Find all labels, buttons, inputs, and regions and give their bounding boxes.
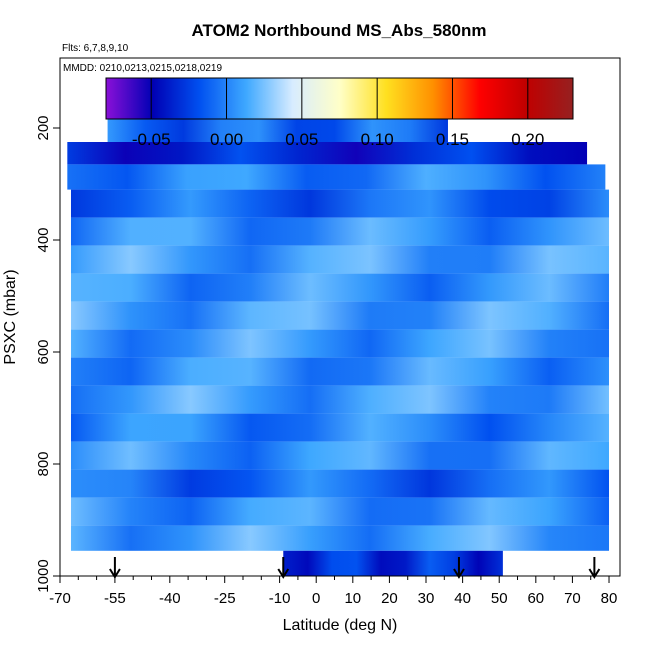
chart-title: ATOM2 Northbound MS_Abs_580nm — [191, 21, 486, 40]
y-tick-label: 800 — [35, 451, 52, 476]
y-tick-label: 400 — [35, 227, 52, 252]
x-tick-label: 50 — [491, 590, 508, 607]
heatmap-row — [67, 142, 588, 165]
y-tick-label: 600 — [35, 339, 52, 364]
plot-frame — [59, 57, 621, 577]
heatmap-row — [70, 525, 610, 551]
colorbar-tick-label: 0.10 — [361, 130, 394, 149]
colorbar-gradient — [105, 77, 574, 120]
latitude-arrow — [109, 557, 121, 579]
latitude-arrow — [453, 557, 465, 579]
x-tick-label: -25 — [214, 590, 236, 607]
latitude-arrow — [588, 557, 601, 579]
x-tick-label: 20 — [381, 590, 398, 607]
heatmap-row — [70, 189, 610, 218]
x-tick-label: 10 — [344, 590, 361, 607]
latitude-markers — [109, 557, 601, 579]
y-axis: 200 400 600 800 1000 — [35, 115, 60, 593]
x-tick-label: -10 — [269, 590, 291, 607]
x-tick-label: 80 — [601, 590, 618, 607]
dates-note: MMDD: 0210,0213,0215,0218,0219 — [63, 63, 222, 74]
heatmap-row — [67, 164, 606, 190]
colorbar-tick-label: -0.05 — [132, 130, 171, 149]
x-tick-label: 30 — [418, 590, 435, 607]
x-tick-label: 0 — [312, 590, 320, 607]
x-axis: -70 -55 -40 -25 -10 0 10 20 30 40 50 60 70 80 — [49, 576, 617, 607]
heatmap-row — [283, 550, 503, 576]
heatmap-row — [70, 273, 610, 302]
colorbar-tick-label: 0.15 — [436, 130, 469, 149]
x-tick-label: -70 — [49, 590, 71, 607]
heatmap-row — [70, 329, 610, 358]
flights-note: Flts: 6,7,8,9,10 — [62, 43, 129, 54]
heatmap-row — [70, 413, 610, 442]
y-axis-label: PSXC (mbar) — [2, 269, 19, 364]
heatmap-row — [70, 385, 610, 414]
heatmap-row — [70, 441, 610, 470]
x-tick-label: 60 — [527, 590, 544, 607]
plot-area — [67, 111, 610, 576]
x-tick-label: 70 — [564, 590, 581, 607]
heatmap-row — [70, 497, 610, 526]
x-tick-label: 40 — [454, 590, 471, 607]
heatmap-row — [70, 245, 610, 274]
y-tick-label: 200 — [35, 115, 52, 140]
colorbar-tick-label: 0.05 — [285, 130, 318, 149]
latitude-arrow — [277, 557, 290, 579]
colorbar: -0.05 0.00 0.05 0.10 0.15 0.20 — [105, 77, 574, 149]
x-tick-label: -40 — [159, 590, 181, 607]
y-tick-label: 1000 — [35, 559, 52, 592]
heatmap-row — [70, 469, 610, 498]
heatmap-row — [70, 217, 610, 246]
x-axis-label: Latitude (deg N) — [283, 617, 398, 634]
heatmap-row — [70, 301, 610, 330]
colorbar-tick-label: 0.00 — [210, 130, 243, 149]
heatmap-row — [70, 357, 610, 386]
x-tick-label: -55 — [104, 590, 126, 607]
colorbar-tick-label: 0.20 — [511, 130, 544, 149]
